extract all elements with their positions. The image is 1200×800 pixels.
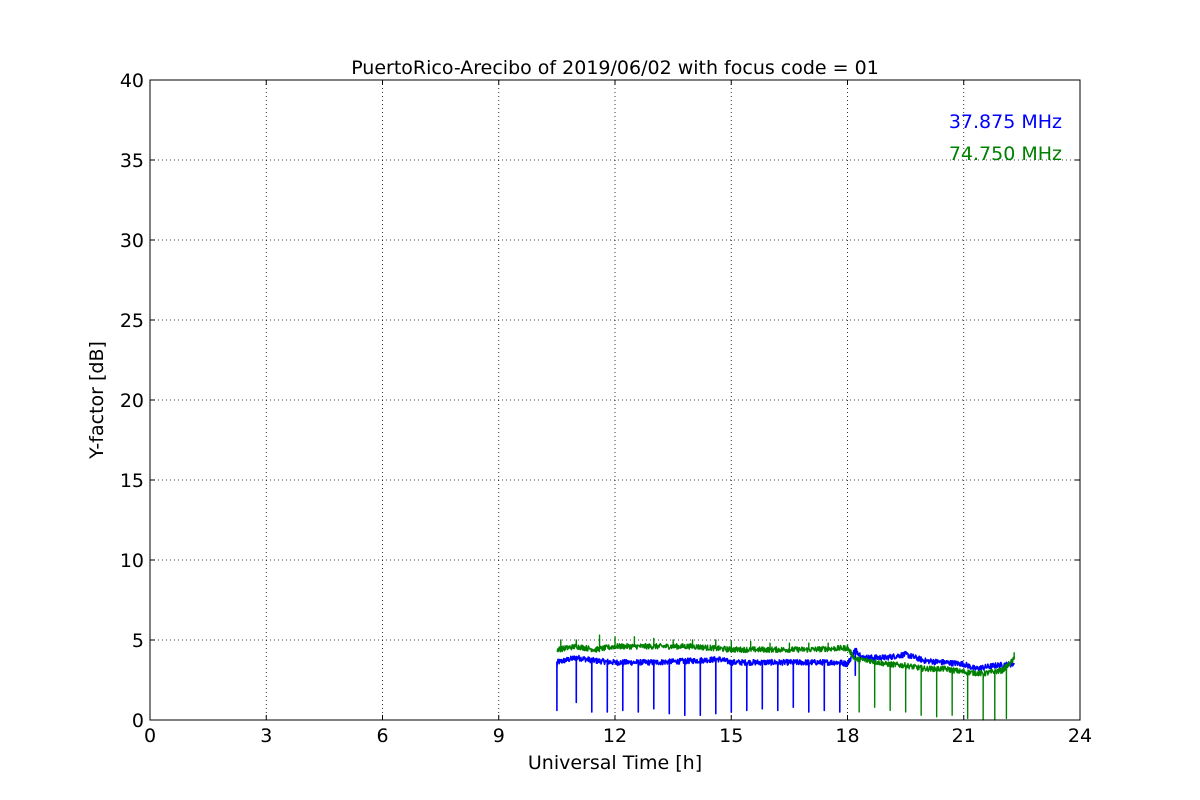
x-tick-label: 18 bbox=[835, 725, 859, 747]
legend-entry-74750: 74.750 MHz bbox=[949, 143, 1062, 165]
y-tick-label: 20 bbox=[120, 390, 144, 412]
x-tick-label: 0 bbox=[144, 725, 156, 747]
y-tick-label: 10 bbox=[120, 550, 144, 572]
y-tick-label: 15 bbox=[120, 470, 144, 492]
tick-labels: 0 3 6 9 12 15 18 21 24 0 5 10 15 20 25 30 35 40 bbox=[120, 70, 1092, 747]
series-line-74750 bbox=[556, 634, 1015, 721]
x-tick-label: 12 bbox=[603, 725, 627, 747]
y-tick-label: 35 bbox=[120, 150, 144, 172]
x-tick-label: 24 bbox=[1068, 725, 1092, 747]
x-tick-label: 15 bbox=[719, 725, 743, 747]
legend-entry-37875: 37.875 MHz bbox=[949, 111, 1062, 133]
x-tick-label: 3 bbox=[260, 725, 272, 747]
ticks bbox=[149, 79, 1081, 721]
x-tick-label: 21 bbox=[952, 725, 976, 747]
x-axis-label: Universal Time [h] bbox=[528, 752, 702, 774]
y-tick-label: 30 bbox=[120, 230, 144, 252]
series-line-37875 bbox=[556, 647, 1015, 716]
y-axis-label: Y-factor [dB] bbox=[86, 341, 108, 460]
y-tick-label: 0 bbox=[132, 710, 144, 732]
x-tick-label: 6 bbox=[376, 725, 388, 747]
series-layer bbox=[556, 634, 1015, 721]
legend: 37.875 MHz 74.750 MHz bbox=[949, 111, 1062, 165]
x-tick-label: 9 bbox=[493, 725, 505, 747]
chart-title: PuertoRico-Arecibo of 2019/06/02 with fo… bbox=[351, 57, 879, 79]
y-tick-label: 25 bbox=[120, 310, 144, 332]
y-tick-label: 40 bbox=[120, 70, 144, 92]
y-tick-label: 5 bbox=[132, 630, 144, 652]
